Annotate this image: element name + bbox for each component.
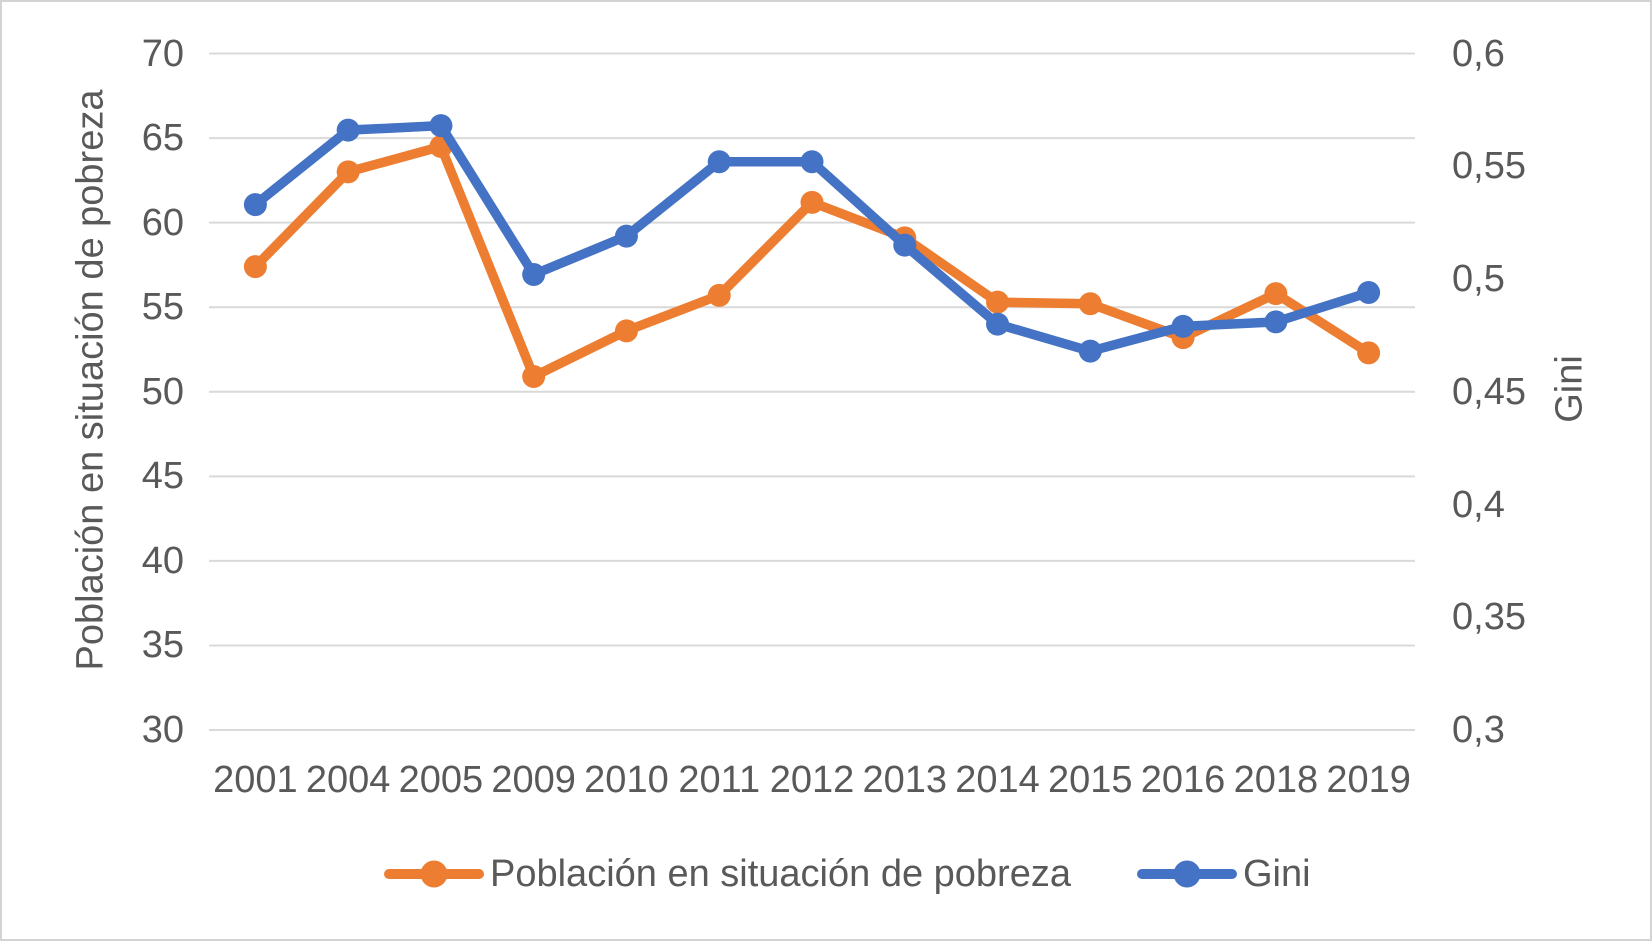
x-axis-tick-2016: 2016: [1140, 759, 1226, 801]
gini-point-2016: [1171, 314, 1195, 338]
legend: Población en situación de pobreza Gini: [384, 850, 1311, 898]
right-axis-tick-0,5: 0,5: [1452, 258, 1505, 300]
pobreza-point-2014: [986, 290, 1010, 314]
legend-label-pobreza: Población en situación de pobreza: [490, 852, 1071, 895]
gini-point-2005: [429, 114, 453, 138]
x-axis-tick-2015: 2015: [1048, 759, 1133, 801]
pobreza-point-2012: [800, 190, 824, 214]
left-axis-tick-60: 60: [141, 201, 184, 244]
x-axis-tick-2001: 2001: [213, 759, 298, 801]
pobreza-series-marker: [384, 860, 484, 888]
pobreza-point-2011: [707, 283, 731, 307]
right-axis-tick-0,55: 0,55: [1452, 145, 1526, 188]
x-axis-tick-2013: 2013: [862, 759, 948, 801]
x-axis-tick-2004: 2004: [305, 759, 391, 801]
x-axis-tick-2005: 2005: [398, 759, 484, 801]
gini-point-2012: [800, 150, 824, 174]
gini-point-2010: [614, 224, 638, 248]
gini-point-2004: [336, 118, 360, 142]
right-axis-tick-0,35: 0,35: [1452, 596, 1526, 639]
left-axis-tick-45: 45: [141, 455, 184, 498]
x-axis-tick-2012: 2012: [769, 759, 855, 801]
gini-point-2009: [522, 262, 546, 286]
x-axis-tick-2018: 2018: [1233, 759, 1319, 801]
pobreza-series-dot-icon: [420, 860, 448, 888]
left-axis-tick-65: 65: [141, 117, 184, 160]
pobreza-line: [250, 141, 1374, 382]
pobreza-point-2018: [1264, 282, 1288, 306]
x-axis-tick-2014: 2014: [955, 759, 1040, 801]
left-axis-tick-55: 55: [141, 286, 184, 329]
x-axis-tick-2011: 2011: [678, 759, 761, 801]
gini-point-2018: [1264, 310, 1288, 334]
gini-point-2001: [243, 193, 267, 217]
left-axis-tick-30: 30: [141, 709, 184, 751]
pobreza-point-2010: [614, 319, 638, 343]
pobreza-point-2015: [1078, 292, 1102, 316]
gini-point-2015: [1078, 339, 1102, 363]
pobreza-point-2001: [243, 255, 267, 279]
left-axis-tick-70: 70: [141, 32, 184, 75]
left-axis-tick-50: 50: [141, 370, 184, 413]
left-axis-title: Población en situación de pobreza: [69, 89, 112, 671]
gini-series-marker: [1136, 860, 1237, 888]
gini-series-dot-icon: [1173, 860, 1201, 888]
right-axis-title: Gini: [1548, 355, 1591, 423]
left-axis-tick-35: 35: [141, 624, 184, 667]
legend-item-gini: Gini: [1136, 852, 1311, 896]
pobreza-point-2004: [336, 160, 360, 184]
right-axis-tick-0,3: 0,3: [1452, 709, 1505, 751]
right-axis-tick-0,6: 0,6: [1452, 32, 1505, 75]
pobreza-point-2009: [522, 365, 546, 389]
right-axis-tick-0,45: 0,45: [1452, 370, 1526, 413]
right-axis-tick-0,4: 0,4: [1452, 483, 1505, 526]
gini-point-2019: [1357, 281, 1381, 305]
x-axis-tick-2009: 2009: [491, 759, 576, 801]
gini-point-2013: [893, 233, 917, 257]
legend-item-pobreza: Población en situación de pobreza: [384, 853, 1071, 896]
gini-point-2011: [707, 150, 731, 174]
pobreza-point-2019: [1357, 341, 1381, 365]
left-axis-tick-40: 40: [141, 539, 184, 582]
gini-point-2014: [986, 312, 1010, 336]
legend-label-gini: Gini: [1242, 852, 1311, 895]
x-axis-tick-2019: 2019: [1326, 759, 1411, 801]
x-axis-tick-2010: 2010: [584, 759, 669, 801]
